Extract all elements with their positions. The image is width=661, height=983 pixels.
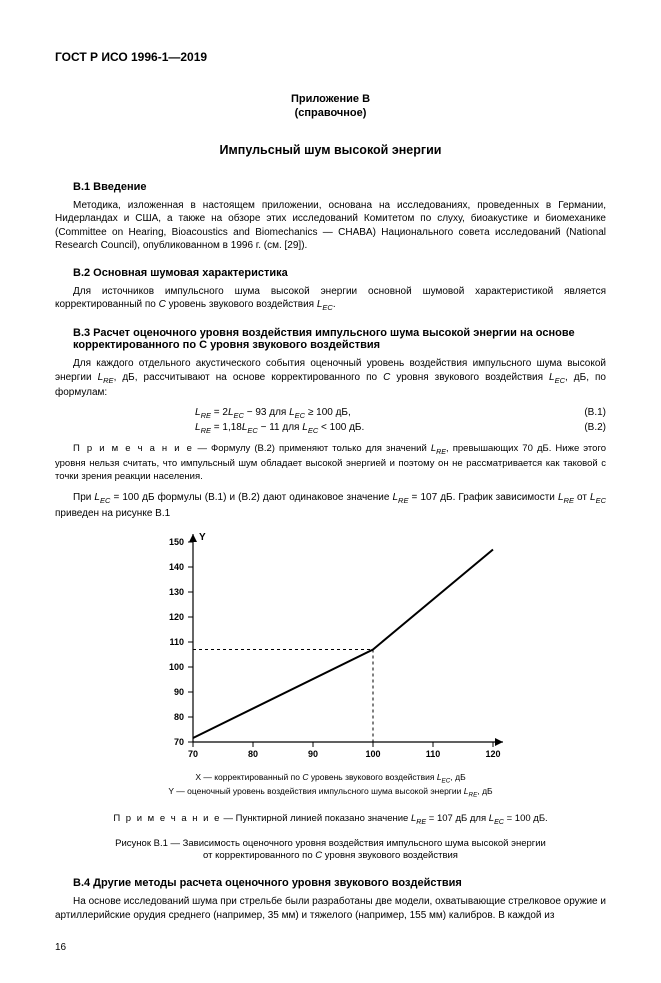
- section-b3-note: П р и м е ч а н и е — Формулу (В.2) прим…: [55, 443, 606, 483]
- equation-b1: LRE = 2LEC − 93 для LEC ≥ 100 дБ, (В.1): [55, 407, 606, 420]
- annex-title: Импульсный шум высокой энергии: [55, 143, 606, 157]
- chart-note: П р и м е ч а н и е — Пунктирной линией …: [55, 813, 606, 826]
- section-b1-heading: В.1 Введение: [55, 181, 606, 193]
- svg-text:80: 80: [173, 712, 183, 722]
- svg-text:130: 130: [168, 587, 183, 597]
- section-b3-heading: В.3 Расчет оценочного уровня воздействия…: [55, 327, 606, 351]
- section-b4-para: На основе исследований шума при стрельбе…: [55, 895, 606, 922]
- svg-text:80: 80: [247, 749, 257, 759]
- annex-label: Приложение В: [55, 92, 606, 106]
- section-b3-para1: Для каждого отдельного акустического соб…: [55, 357, 606, 399]
- svg-text:70: 70: [187, 749, 197, 759]
- svg-text:150: 150: [168, 537, 183, 547]
- svg-text:Y: Y: [199, 532, 206, 543]
- equation-b2: LRE = 1,18LEC − 11 для LEC < 100 дБ. (В.…: [55, 422, 606, 435]
- svg-text:140: 140: [168, 562, 183, 572]
- section-b3-para2: При LEC = 100 дБ формулы (В.1) и (В.2) д…: [55, 491, 606, 520]
- svg-text:70: 70: [173, 737, 183, 747]
- svg-text:110: 110: [169, 637, 184, 647]
- svg-text:110: 110: [425, 749, 440, 759]
- svg-text:90: 90: [307, 749, 317, 759]
- section-b2-para: Для источников импульсного шума высокой …: [55, 285, 606, 314]
- svg-text:100: 100: [365, 749, 380, 759]
- section-b2-heading: В.2 Основная шумовая характеристика: [55, 267, 606, 279]
- page-number: 16: [55, 942, 606, 953]
- figure-caption: Рисунок В.1 — Зависимость оценочного уро…: [55, 838, 606, 864]
- svg-text:100: 100: [168, 662, 183, 672]
- equations-block: LRE = 2LEC − 93 для LEC ≥ 100 дБ, (В.1) …: [55, 407, 606, 435]
- section-b1-para: Методика, изложенная в настоящем приложе…: [55, 199, 606, 253]
- svg-text:120: 120: [485, 749, 500, 759]
- page: ГОСТ Р ИСО 1996-1—2019 Приложение В (спр…: [0, 0, 661, 983]
- svg-text:120: 120: [168, 612, 183, 622]
- svg-text:90: 90: [173, 687, 183, 697]
- section-b4-heading: В.4 Другие методы расчета оценочного уро…: [55, 877, 606, 889]
- document-id: ГОСТ Р ИСО 1996-1—2019: [55, 50, 606, 64]
- figure-b1-chart: 70 80 90 100 110 120 70 80 90 100 110 120 130 140 150 X…: [151, 530, 511, 801]
- chart-svg: 708090100110120708090100110120130140150X…: [151, 530, 511, 765]
- annex-type: (справочное): [55, 106, 606, 120]
- chart-axis-legend: X — корректированный по C уровень звуков…: [151, 772, 511, 801]
